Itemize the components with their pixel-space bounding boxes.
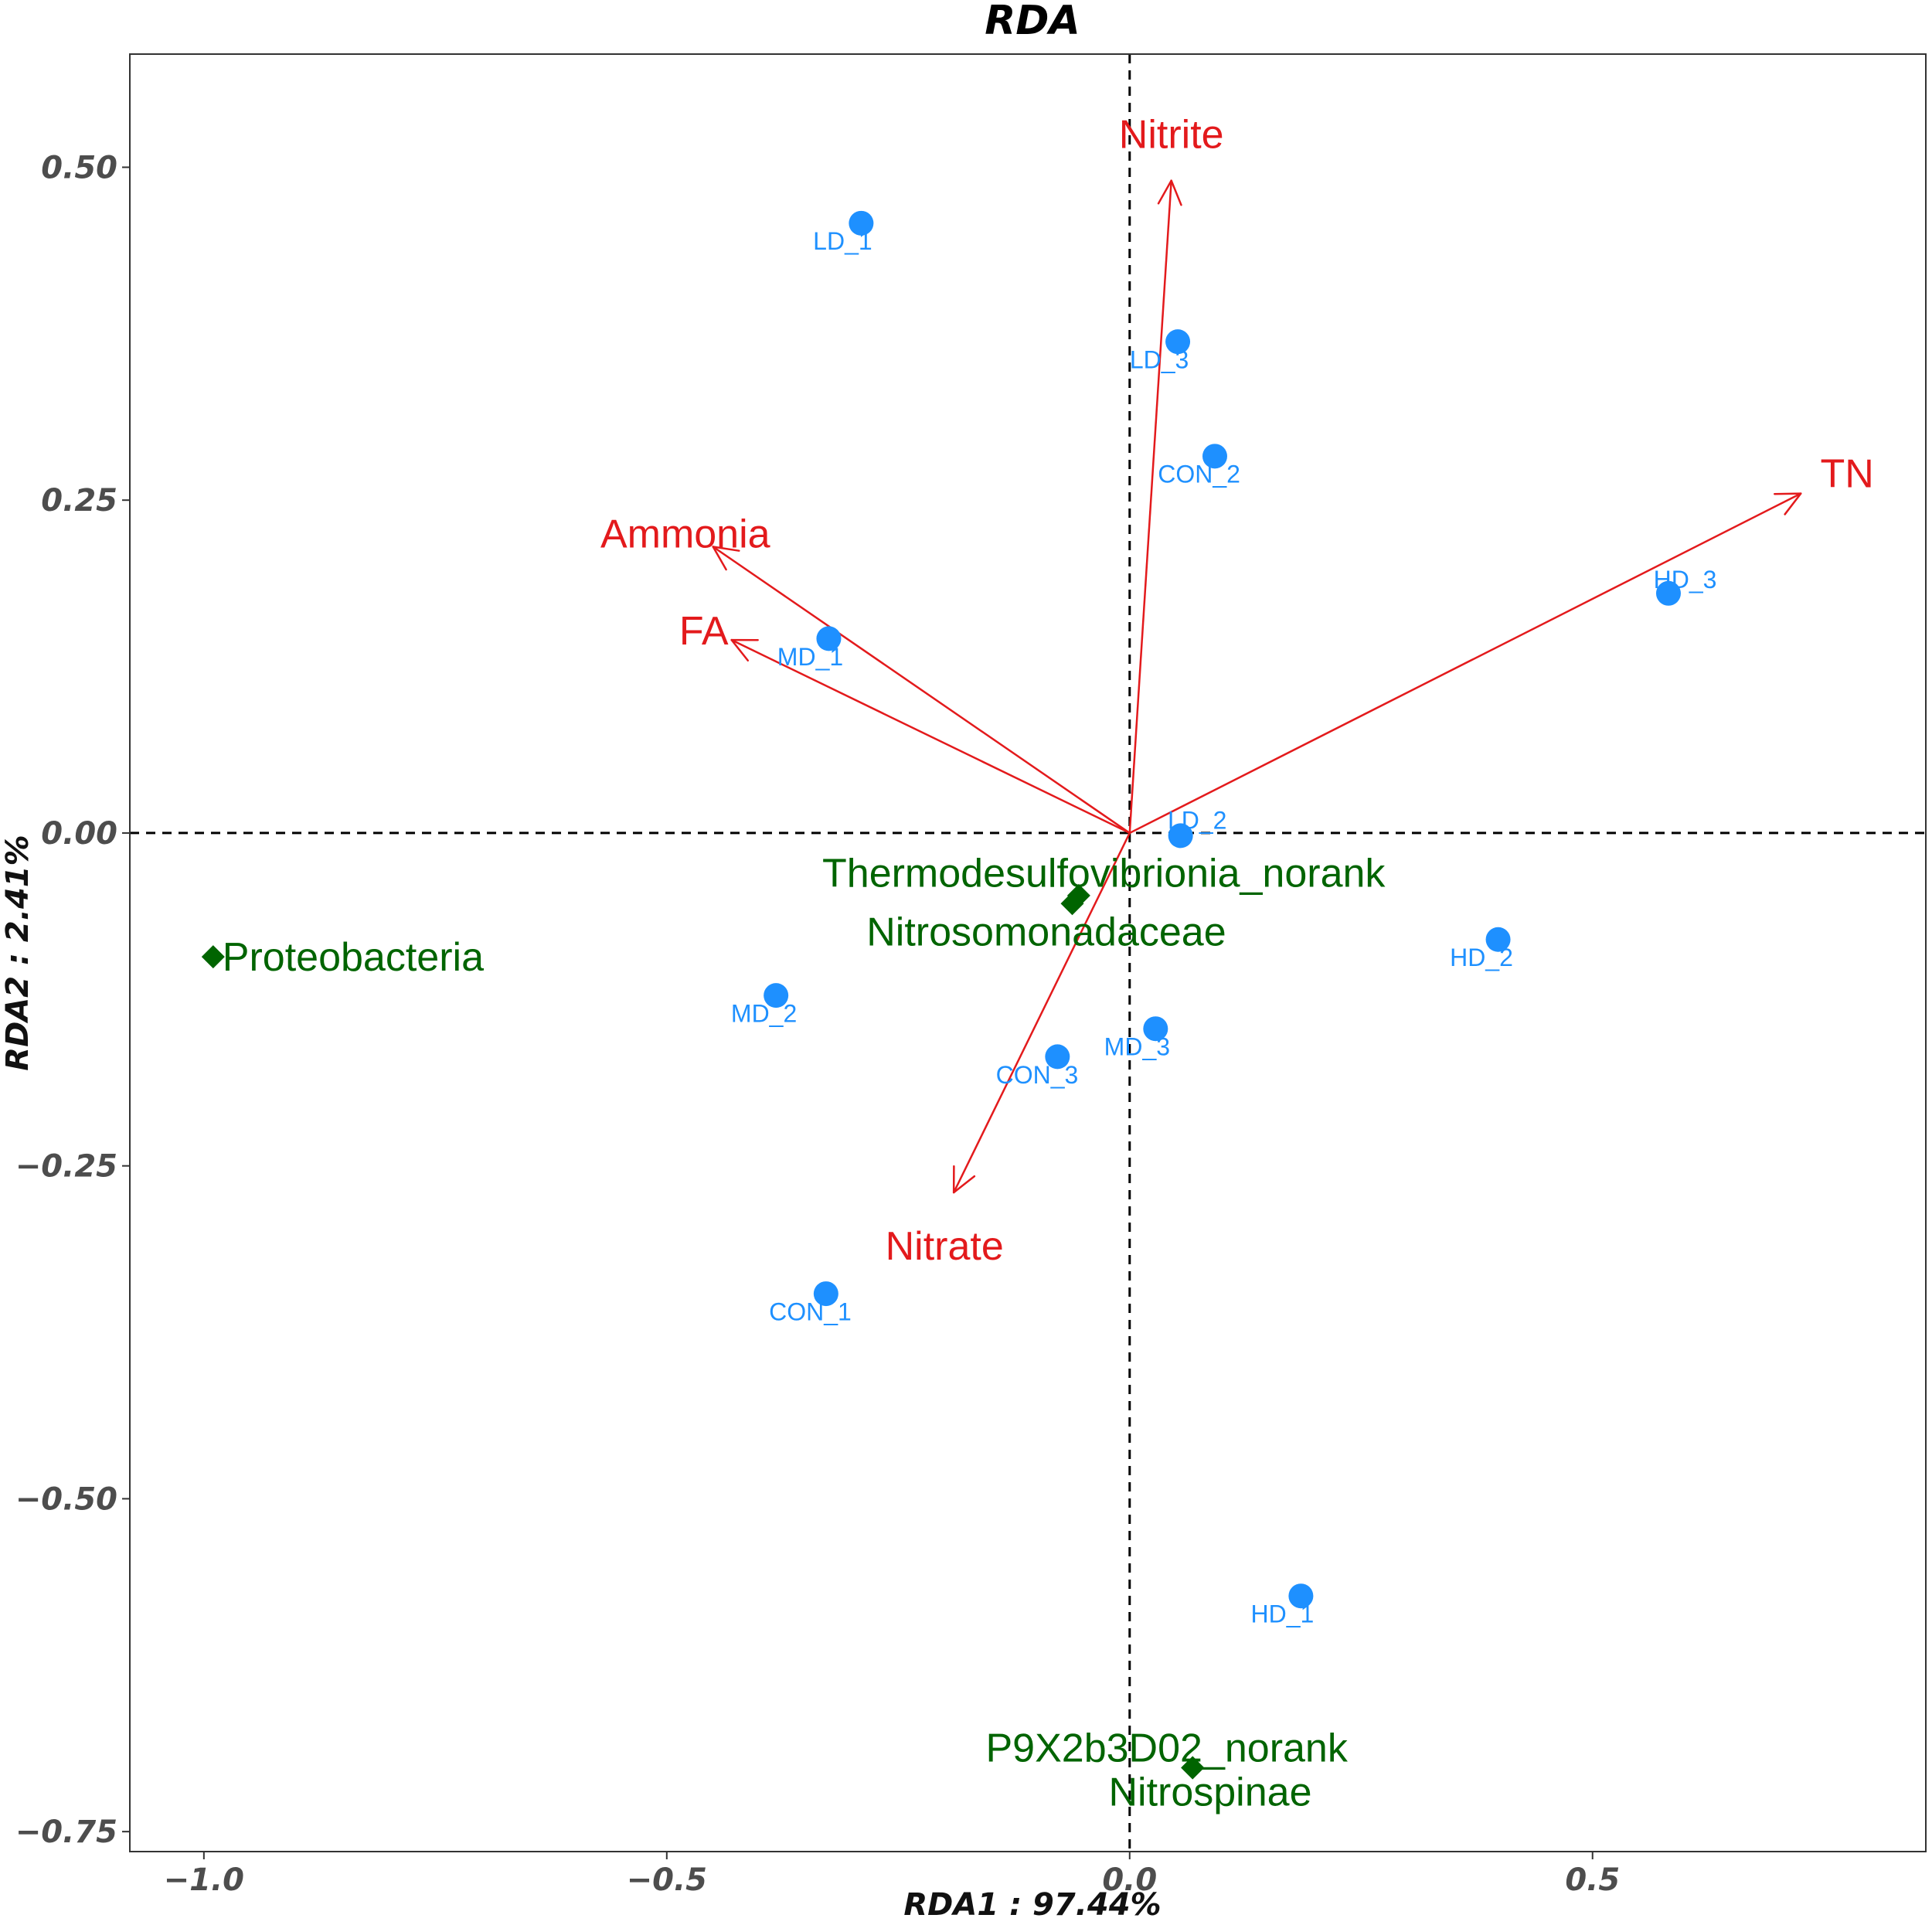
sample-label: LD_1 xyxy=(813,227,872,255)
x-tick-label: −1.0 xyxy=(164,1862,244,1898)
sample-point xyxy=(1045,1044,1070,1070)
species-point xyxy=(1181,1756,1205,1780)
arrow-head xyxy=(1784,492,1802,515)
arrow-label: TN xyxy=(1821,452,1874,497)
arrow-label: FA xyxy=(679,609,729,654)
species-label: Nitrospinae xyxy=(1108,1770,1311,1814)
chart-title: RDA xyxy=(985,0,1080,44)
y-tick-label: 0.25 xyxy=(41,483,117,519)
sample-label: MD_1 xyxy=(777,643,843,671)
species-label: Proteobacteria xyxy=(223,935,484,980)
arrow-label: Nitrite xyxy=(1119,112,1224,157)
species-point xyxy=(1060,892,1084,916)
arrow-line xyxy=(731,638,1131,835)
sample-point xyxy=(1202,444,1227,469)
y-tick-label: −0.50 xyxy=(15,1481,117,1517)
plot-frame xyxy=(129,53,1927,1852)
plot-area: Nitrite TN Ammonia FA Nitrate LD_1 LD_3 CON_2 HD… xyxy=(130,54,1926,1852)
arrow-head xyxy=(1157,179,1172,205)
y-tick-label: −0.75 xyxy=(15,1814,117,1850)
sample-label: HD_3 xyxy=(1654,566,1717,593)
arrow-label: Nitrate xyxy=(886,1224,1004,1269)
sample-label: CON_1 xyxy=(769,1298,852,1325)
species-label: P9X2b3D02_norank xyxy=(986,1726,1349,1771)
sample-label: CON_3 xyxy=(996,1061,1079,1089)
species-label: Thermodesulfovibrionia_norank xyxy=(822,852,1386,896)
sample-point xyxy=(816,626,842,651)
arrow-line xyxy=(712,546,1131,834)
sample-point xyxy=(1655,580,1681,606)
arrow-head xyxy=(730,638,750,662)
arrow-line xyxy=(1129,492,1801,835)
sample-point xyxy=(1165,329,1191,355)
y-tick-label: 0.50 xyxy=(41,150,117,185)
x-tick-label: 0.5 xyxy=(1565,1862,1620,1898)
sample-label: CON_2 xyxy=(1158,461,1240,488)
x-axis-title: RDA1 : 97.44% xyxy=(903,1887,1161,1923)
y-tick-label: −0.25 xyxy=(15,1149,117,1185)
x-tick-label: −0.5 xyxy=(627,1862,707,1898)
sample-label: HD_2 xyxy=(1450,944,1513,971)
x-tick-label: 0.0 xyxy=(1102,1862,1157,1898)
arrow-head xyxy=(1774,492,1802,495)
sample-point xyxy=(1485,927,1511,952)
sample-point xyxy=(1168,823,1193,849)
sample-point xyxy=(849,210,874,236)
sample-point xyxy=(813,1281,838,1307)
sample-label: MD_2 xyxy=(731,1000,797,1028)
arrow-head xyxy=(712,546,740,552)
arrow-head xyxy=(952,1175,976,1194)
arrow-label: Ammonia xyxy=(600,512,770,556)
sample-point xyxy=(1143,1016,1168,1042)
arrow-head xyxy=(712,546,727,571)
sample-point xyxy=(1288,1583,1314,1609)
species-point xyxy=(201,945,225,969)
arrow-head xyxy=(1170,179,1182,206)
species-label: Nitrosomonadaceae xyxy=(866,910,1226,954)
sample-label: LD_3 xyxy=(1130,346,1189,374)
sample-label: LD_2 xyxy=(1168,807,1227,835)
y-axis-title: RDA2 : 2.41% xyxy=(0,835,36,1070)
sample-label: MD_3 xyxy=(1104,1033,1170,1061)
y-tick-label: 0.00 xyxy=(41,816,117,852)
arrow-line xyxy=(953,832,1131,1193)
sample-point xyxy=(764,983,789,1008)
sample-label: HD_1 xyxy=(1251,1600,1315,1628)
arrow-line xyxy=(1128,180,1172,834)
